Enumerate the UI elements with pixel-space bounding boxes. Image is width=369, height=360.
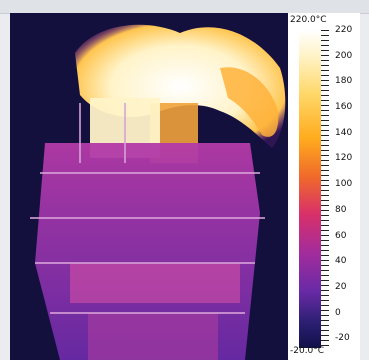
tick-label: 20 bbox=[335, 282, 346, 292]
color-scale-bar bbox=[299, 30, 321, 348]
tick-label: 120 bbox=[335, 153, 352, 163]
tick-label: 60 bbox=[335, 231, 346, 241]
tick-label: 40 bbox=[335, 256, 346, 266]
tick-label: -20 bbox=[335, 333, 350, 343]
top-toolbar-strip bbox=[0, 0, 369, 14]
scale-max-label: 220.0°C bbox=[290, 15, 327, 25]
tick-label: 140 bbox=[335, 128, 352, 138]
tick-label: 0 bbox=[335, 308, 341, 318]
thermal-image-frame: 220.0°C 220 200 180 160 140 120 100 80 6… bbox=[10, 13, 360, 360]
tick-label: 180 bbox=[335, 76, 352, 86]
tick-label: 200 bbox=[335, 51, 352, 61]
tick-label: 100 bbox=[335, 179, 352, 189]
tick-label: 80 bbox=[335, 205, 346, 215]
scale-min-label: -20.0°C bbox=[290, 346, 324, 356]
tick-label: 220 bbox=[335, 25, 352, 35]
scale-tick-marks bbox=[321, 30, 329, 348]
tick-label: 160 bbox=[335, 102, 352, 112]
